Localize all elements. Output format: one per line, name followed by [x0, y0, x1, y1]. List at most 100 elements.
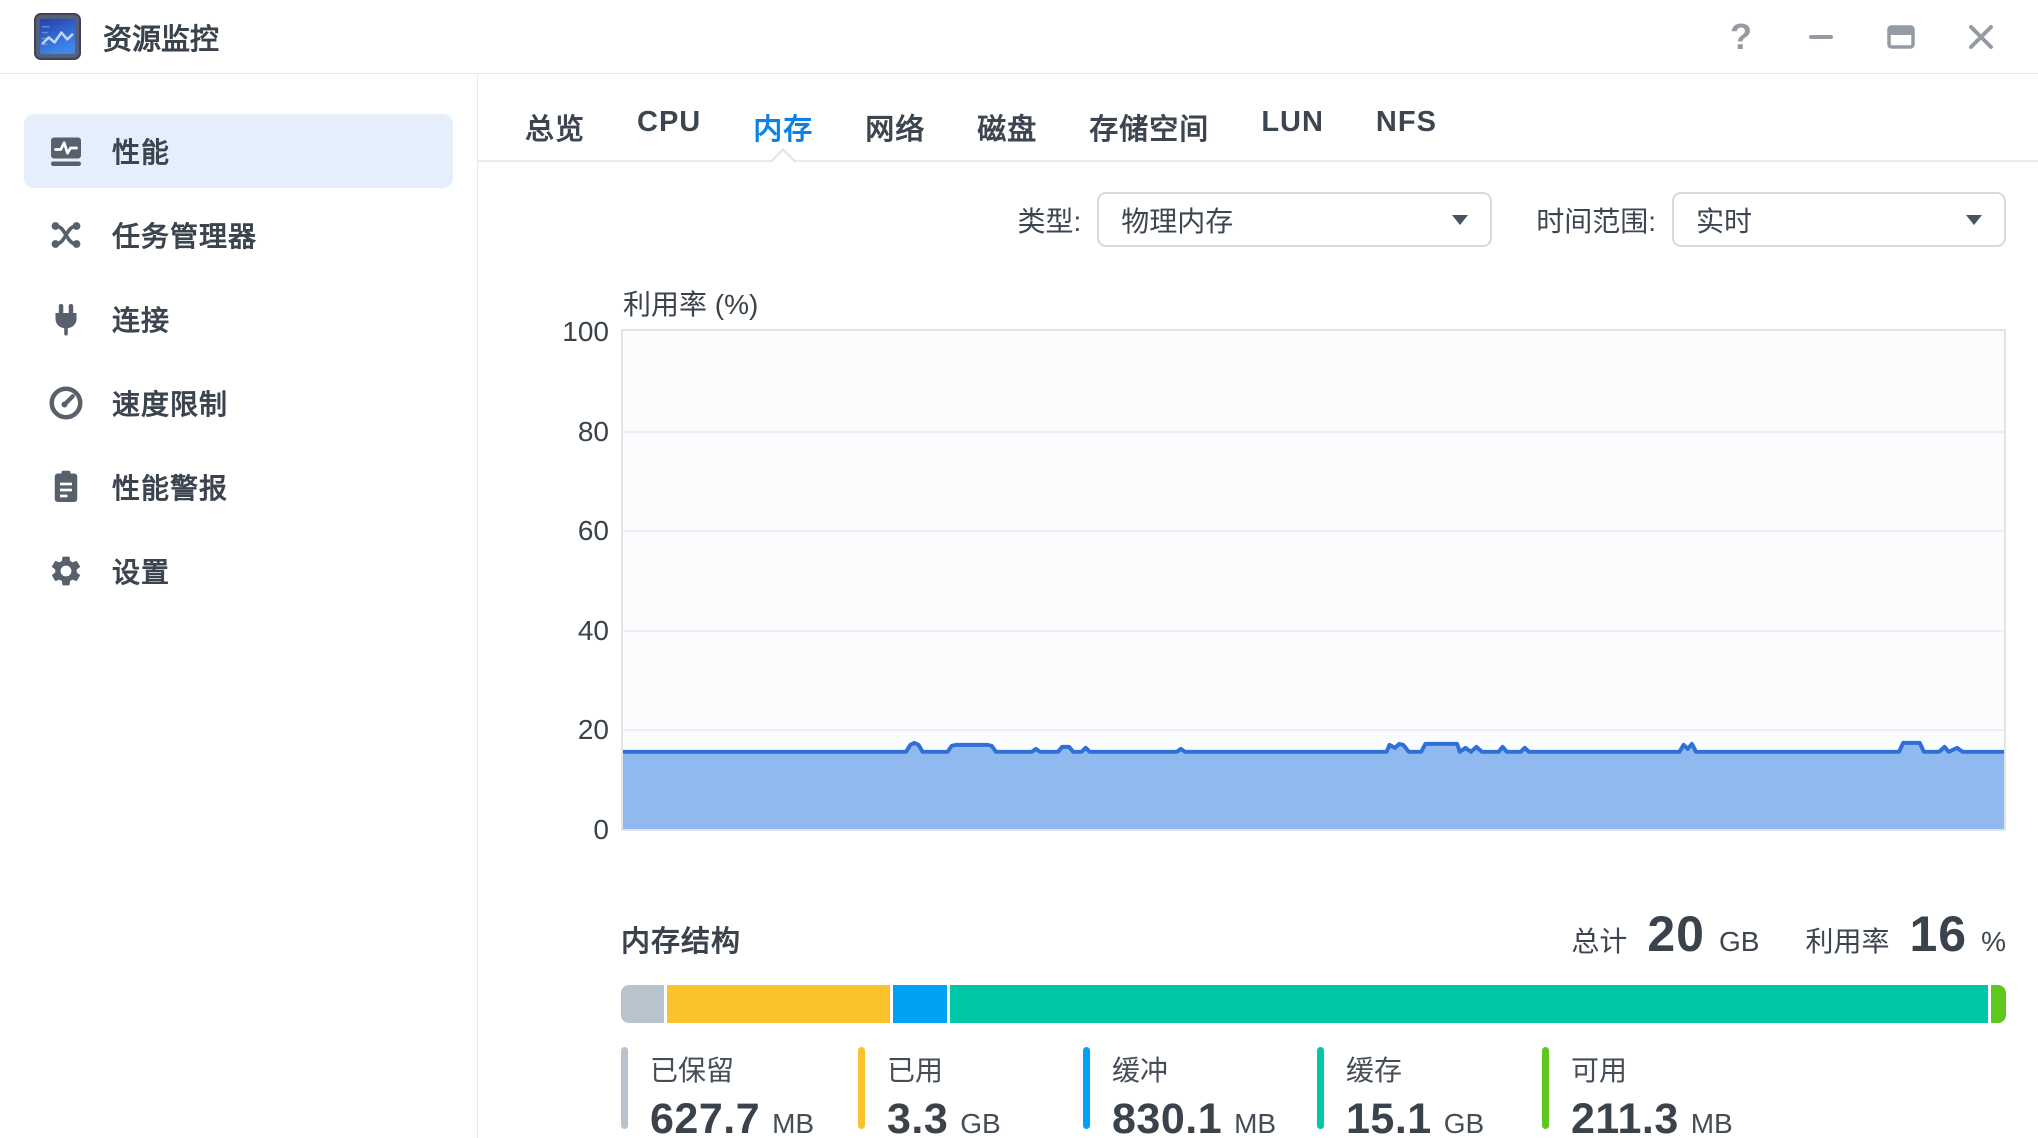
stat-unit: MB	[1690, 1108, 1733, 1138]
stat-unit: GB	[960, 1108, 1001, 1138]
memory-stat-used: 已用 3.3 GB	[858, 1047, 1083, 1138]
y-tick-60: 60	[577, 515, 609, 547]
gridline-40	[623, 629, 2004, 632]
stat-value: 627.7	[650, 1095, 761, 1138]
memory-type-select[interactable]: 物理内存	[1097, 192, 1493, 247]
stat-color-bar	[621, 1047, 628, 1129]
stat-label: 已保留	[650, 1055, 735, 1086]
memory-composition-bar	[621, 985, 2006, 1023]
utilization-label: 利用率	[1805, 926, 1890, 957]
window-title: 资源监控	[103, 23, 220, 56]
y-tick-0: 0	[593, 814, 609, 845]
stat-color-bar	[1317, 1047, 1324, 1129]
stat-value: 3.3	[887, 1095, 949, 1138]
total-label: 总计	[1571, 926, 1628, 957]
stat-unit: MB	[772, 1108, 815, 1138]
stat-value: 830.1	[1112, 1095, 1223, 1138]
main-panel: 总览 CPU 内存 网络 磁盘 存储空间 LUN NFS 类型: 物理内存 时间范围: 实时 …	[478, 74, 2038, 1138]
gridline-60	[623, 530, 2004, 533]
sidebar-item-speed-limit[interactable]: 速度限制	[24, 366, 453, 440]
tab-overview[interactable]: 总览	[525, 114, 586, 146]
y-tick-40: 40	[577, 614, 609, 646]
maximize-button[interactable]	[1884, 20, 1918, 54]
memory-structure-title: 内存结构	[621, 926, 742, 958]
gauge-icon	[48, 385, 84, 421]
y-tick-100: 100	[562, 316, 609, 347]
stat-value: 211.3	[1571, 1095, 1679, 1138]
gear-icon	[48, 553, 84, 589]
tab-lun[interactable]: LUN	[1261, 106, 1324, 138]
stat-label: 缓冲	[1112, 1055, 1169, 1086]
stat-label: 已用	[887, 1055, 944, 1086]
chevron-down-icon	[1452, 214, 1469, 225]
sidebar-item-label: 任务管理器	[112, 221, 258, 252]
total-value: 20	[1647, 906, 1705, 962]
gridline-80	[623, 430, 2004, 433]
stat-unit: GB	[1443, 1108, 1485, 1138]
memory-stat-buffer: 缓冲 830.1 MB	[1083, 1047, 1317, 1138]
tab-cpu[interactable]: CPU	[637, 106, 702, 138]
memory-stats-row: 已保留 627.7 MB 已用 3.3 GB 缓冲 830.1 MB 缓存 15.1 GB 可用 211.…	[621, 1047, 2006, 1138]
report-icon	[48, 469, 84, 505]
sidebar-item-label: 连接	[112, 305, 171, 336]
titlebar: 资源监控 ?	[0, 0, 2038, 74]
sidebar: 性能任务管理器连接速度限制性能警报设置	[0, 74, 478, 1138]
membar-segment-cached	[949, 985, 1988, 1023]
close-button[interactable]	[1964, 20, 1998, 54]
utilization-chart: 利用率 (%) 0 20 40 60 80 100	[562, 283, 2006, 845]
total-unit: GB	[1718, 926, 1760, 957]
membar-segment-used	[666, 985, 891, 1023]
sidebar-item-settings[interactable]: 设置	[24, 534, 453, 608]
chevron-down-icon	[1966, 214, 1982, 225]
memory-type-value: 物理内存	[1121, 205, 1234, 237]
tab-nfs[interactable]: NFS	[1375, 106, 1437, 138]
stat-value: 15.1	[1346, 1095, 1432, 1138]
sidebar-item-performance[interactable]: 性能	[24, 114, 453, 188]
stat-color-bar	[1542, 1047, 1549, 1129]
tab-volume[interactable]: 存储空间	[1089, 114, 1210, 146]
resource-monitor-app-icon	[34, 13, 81, 60]
tab-bar: 总览 CPU 内存 网络 磁盘 存储空间 LUN NFS	[478, 74, 2038, 162]
help-button[interactable]: ?	[1724, 15, 1758, 57]
plug-icon	[48, 301, 84, 337]
help-icon: ?	[1730, 15, 1752, 57]
sidebar-item-performance-alarm[interactable]: 性能警报	[24, 450, 453, 524]
close-icon	[1969, 24, 1993, 49]
membar-segment-free	[1990, 985, 2006, 1023]
sidebar-item-connections[interactable]: 连接	[24, 282, 453, 356]
chart-title: 利用率 (%)	[623, 289, 759, 320]
task-manager-icon	[48, 217, 84, 253]
stat-color-bar	[858, 1047, 865, 1129]
filter-row: 类型: 物理内存 时间范围: 实时	[478, 192, 2006, 247]
memory-structure-section: 内存结构 总计 20 GB 利用率 16 % 已保留 627.7 MB 已用 3.3 GB…	[621, 905, 2006, 1138]
sidebar-item-label: 设置	[112, 557, 171, 588]
sidebar-item-task-manager[interactable]: 任务管理器	[24, 198, 453, 272]
maximize-icon	[1887, 24, 1915, 49]
performance-icon	[48, 133, 84, 169]
memory-utilization-area-series	[623, 740, 2004, 829]
gridline-20	[623, 729, 2004, 732]
y-tick-20: 20	[577, 714, 609, 746]
utilization-unit: %	[1981, 926, 2006, 957]
stat-label: 缓存	[1346, 1055, 1403, 1086]
sidebar-item-label: 性能警报	[112, 473, 229, 504]
tab-network[interactable]: 网络	[865, 114, 926, 146]
memory-stat-reserved: 已保留 627.7 MB	[621, 1047, 858, 1138]
type-label: 类型:	[1017, 205, 1082, 237]
membar-segment-reserved	[621, 985, 664, 1023]
tab-disk[interactable]: 磁盘	[977, 114, 1038, 146]
sidebar-item-label: 速度限制	[112, 389, 229, 420]
time-range-value: 实时	[1696, 205, 1753, 237]
chart-plot-area: 0 20 40 60 80 100	[562, 316, 2006, 845]
minimize-button[interactable]	[1804, 20, 1838, 54]
stat-color-bar	[1083, 1047, 1090, 1129]
y-tick-80: 80	[577, 415, 609, 447]
time-range-label: 时间范围:	[1536, 205, 1656, 237]
minimize-icon	[1809, 34, 1833, 39]
time-range-select[interactable]: 实时	[1672, 192, 2006, 247]
memory-stat-cached: 缓存 15.1 GB	[1317, 1047, 1542, 1138]
stat-unit: MB	[1234, 1108, 1277, 1138]
memory-totals: 总计 20 GB 利用率 16 %	[1571, 905, 2006, 963]
memory-stat-free: 可用 211.3 MB	[1542, 1047, 1733, 1138]
tab-memory[interactable]: 内存	[753, 106, 813, 160]
